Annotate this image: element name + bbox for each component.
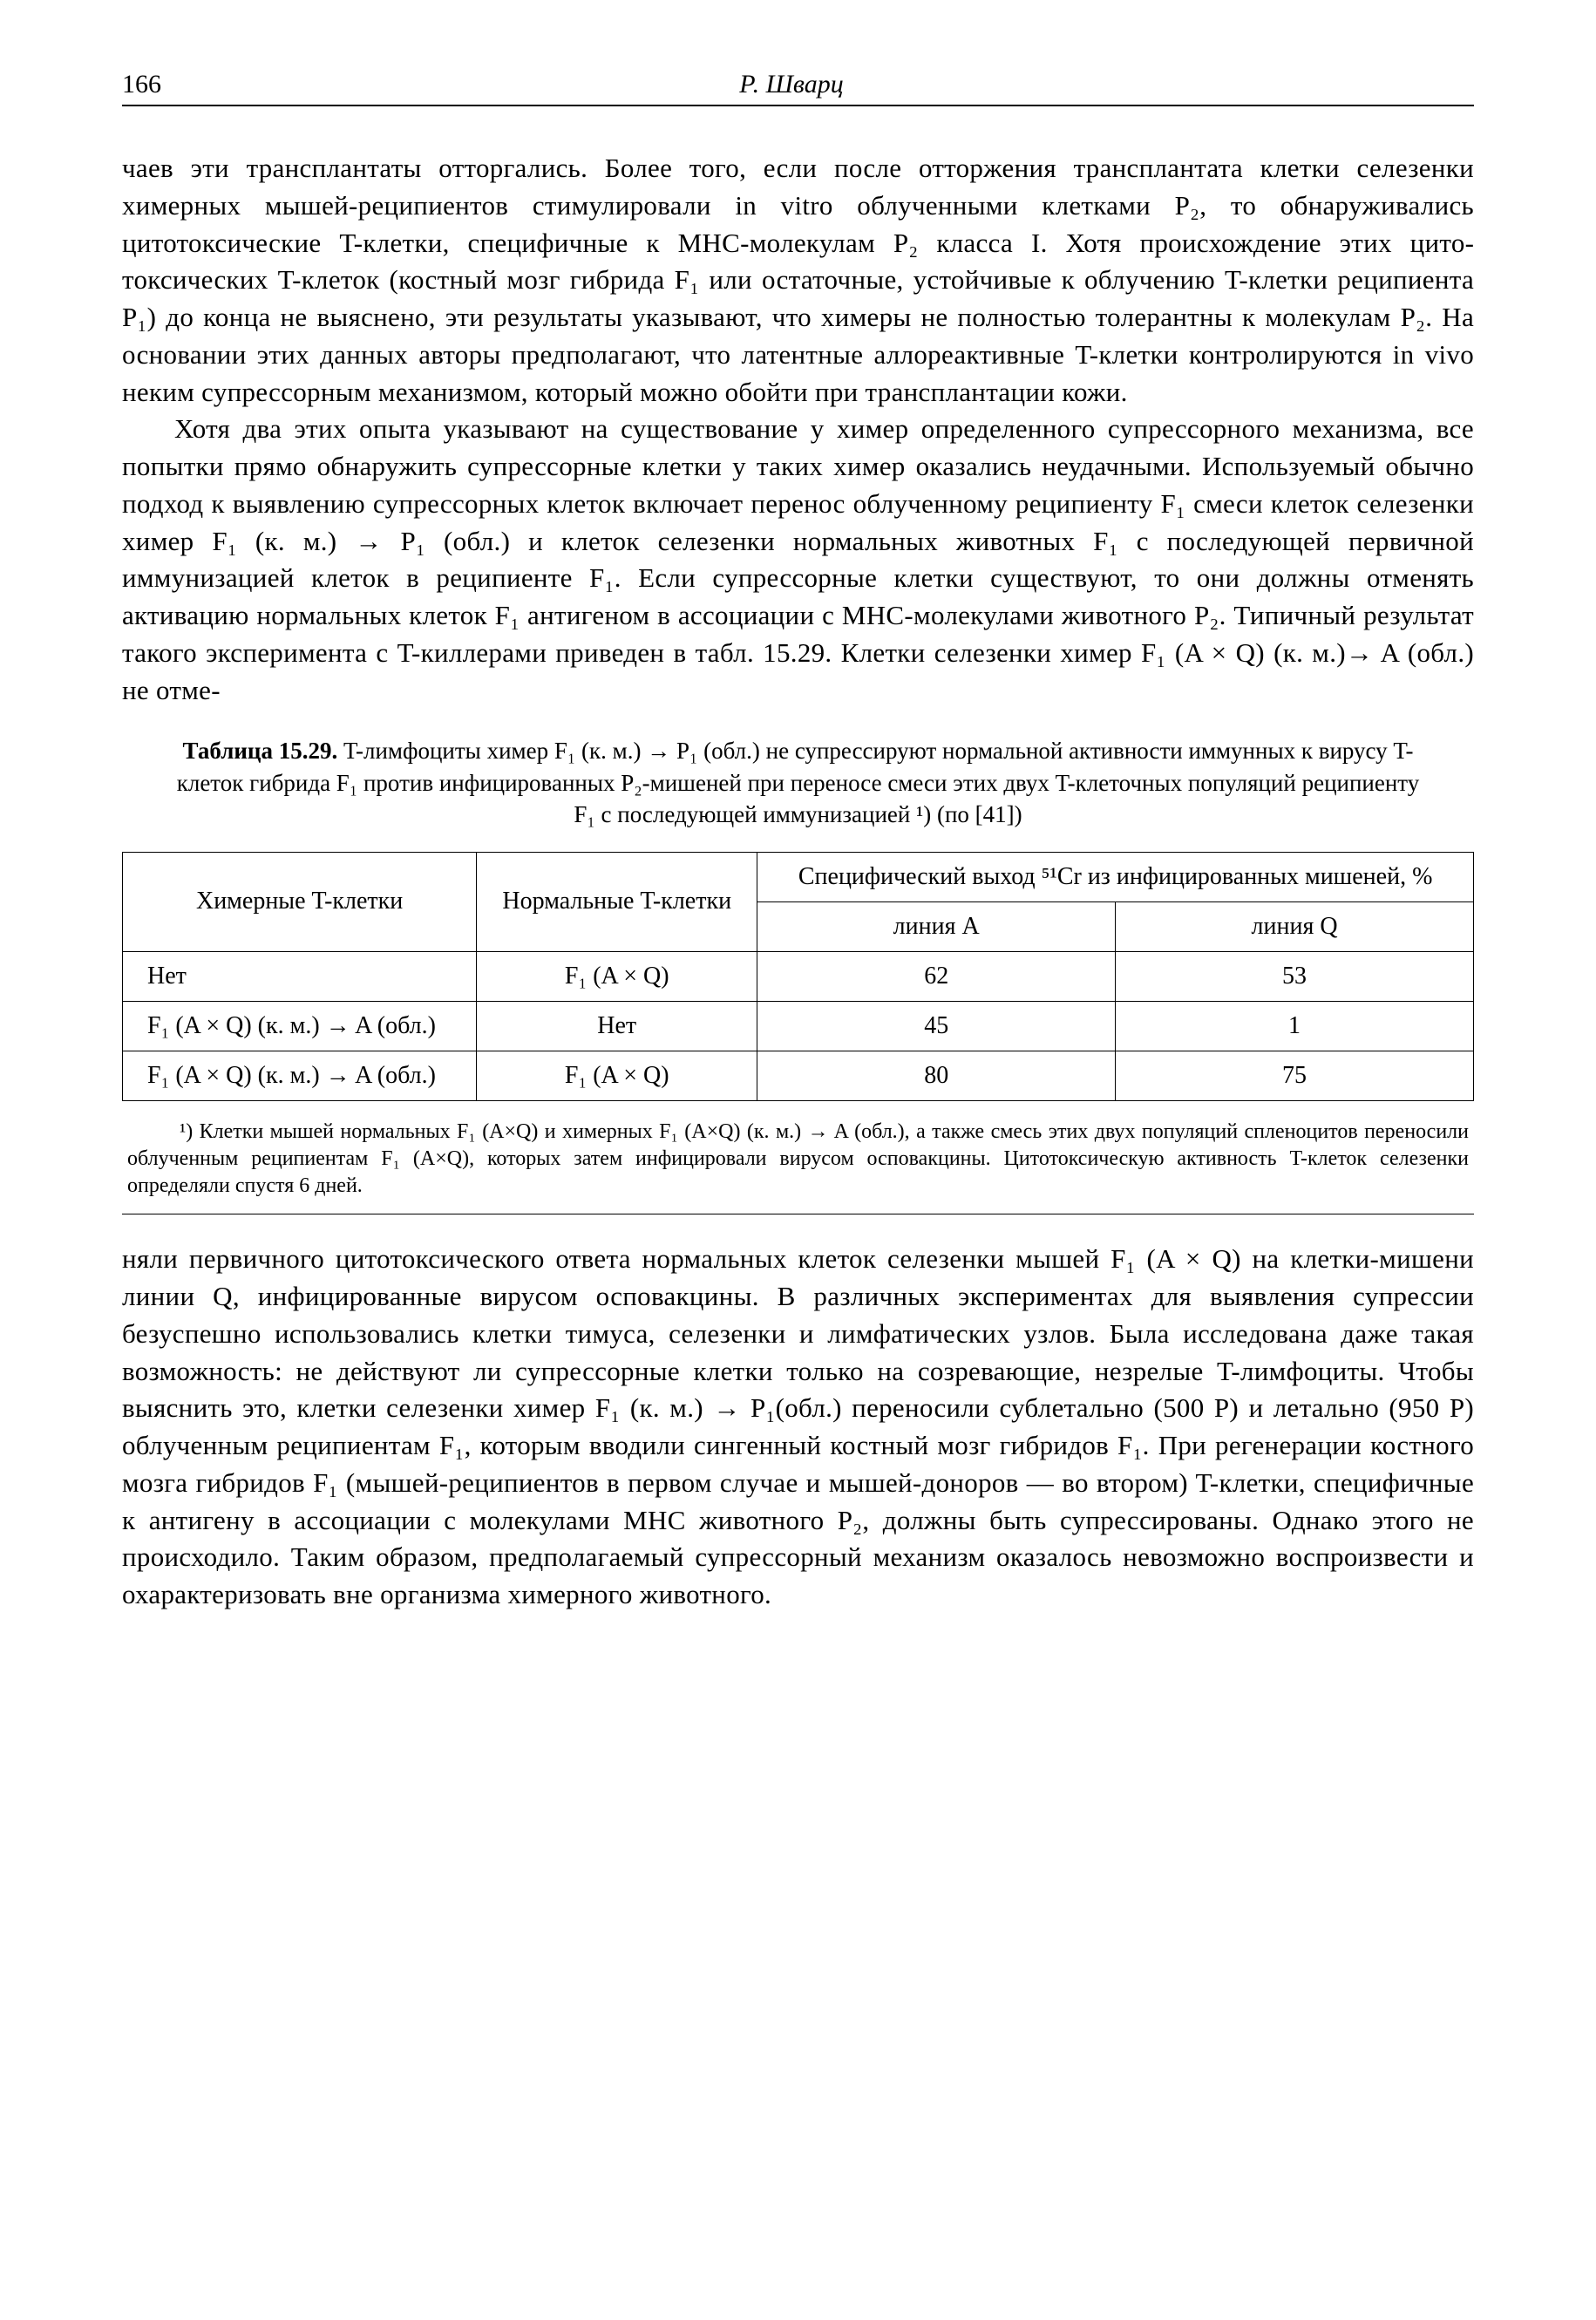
author-name: Р. Шварц	[161, 70, 1422, 99]
table-row: F₁ (A × Q) (к. м.) → A (обл.) F₁ (A × Q)…	[123, 1051, 1474, 1100]
page-header: 166 Р. Шварц	[122, 70, 1474, 106]
table-caption: Таблица 15.29. T-лимфоциты химер F₁ (к. …	[122, 735, 1474, 830]
cell-chimeric: F₁ (A × Q) (к. м.) → A (обл.)	[123, 1051, 477, 1100]
cell-normal: F₁ (A × Q)	[477, 951, 757, 1001]
table-head: Химерные T-клетки Нормальные T-клетки Сп…	[123, 852, 1474, 951]
table-caption-bold: Таблица 15.29.	[183, 738, 338, 764]
cell-line-a: 62	[757, 951, 1116, 1001]
cell-line-a: 80	[757, 1051, 1116, 1100]
table-body: Нет F₁ (A × Q) 62 53 F₁ (A × Q) (к. м.) …	[123, 951, 1474, 1100]
paragraph-3: няли первичного цитотоксического ответа …	[122, 1241, 1474, 1614]
cell-chimeric: Нет	[123, 951, 477, 1001]
cell-line-q: 1	[1116, 1001, 1474, 1051]
table-caption-text: T-лимфоциты химер F₁ (к. м.) → P₁ (обл.)…	[177, 738, 1420, 827]
body-text-block-1: чаев эти трансплантаты отторгались. Боле…	[122, 150, 1474, 709]
cell-chimeric: F₁ (A × Q) (к. м.) → A (обл.)	[123, 1001, 477, 1051]
page-number: 166	[122, 70, 161, 99]
cell-line-q: 75	[1116, 1051, 1474, 1100]
cell-line-a: 45	[757, 1001, 1116, 1051]
col-header-line-a: линия A	[757, 901, 1116, 951]
data-table: Химерные T-клетки Нормальные T-клетки Сп…	[122, 852, 1474, 1101]
col-header-yield-group: Специфический выход ⁵¹Cr из инфицированн…	[757, 852, 1474, 901]
table-row: F₁ (A × Q) (к. м.) → A (обл.) Нет 45 1	[123, 1001, 1474, 1051]
cell-normal: F₁ (A × Q)	[477, 1051, 757, 1100]
col-header-normal: Нормальные T-клетки	[477, 852, 757, 951]
paragraph-2: Хотя два этих опыта указывают на существ…	[122, 411, 1474, 709]
paragraph-1: чаев эти трансплантаты отторгались. Боле…	[122, 150, 1474, 411]
col-header-chimeric: Химерные T-клетки	[123, 852, 477, 951]
table-header-row-1: Химерные T-клетки Нормальные T-клетки Сп…	[123, 852, 1474, 901]
body-text-block-2: няли первичного цитотоксического ответа …	[122, 1241, 1474, 1614]
cell-normal: Нет	[477, 1001, 757, 1051]
cell-line-q: 53	[1116, 951, 1474, 1001]
table-footnote: ¹) Клетки мышей нормальных F₁ (A×Q) и хи…	[122, 1119, 1474, 1215]
col-header-line-q: линия Q	[1116, 901, 1474, 951]
table-row: Нет F₁ (A × Q) 62 53	[123, 951, 1474, 1001]
section-gap	[122, 1214, 1474, 1241]
